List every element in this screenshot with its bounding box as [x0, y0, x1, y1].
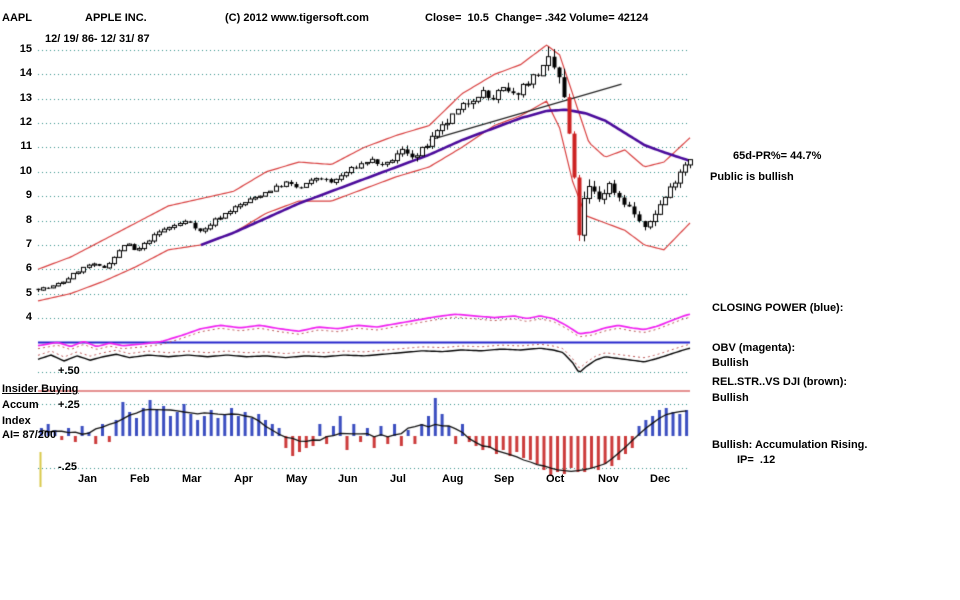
month-label: Feb [130, 473, 150, 485]
month-label: Aug [442, 473, 464, 485]
obv-label: OBV (magenta): [712, 342, 796, 354]
price-tick-label: 11 [20, 140, 32, 152]
insider-buying-label: Insider Buying [2, 383, 79, 395]
price-tick-label: 14 [19, 67, 32, 79]
obv-status: Bullish [712, 357, 749, 369]
month-label: Jan [78, 473, 97, 485]
scale-plus-50: +.50 [58, 365, 80, 377]
price-tick-label: 6 [25, 262, 32, 274]
month-label: May [286, 473, 308, 485]
price-tick-label: 9 [25, 189, 32, 201]
company-name: APPLE INC. [85, 12, 147, 24]
public-sentiment-label: Public is bullish [710, 171, 794, 183]
price-tick-label: 4 [25, 311, 32, 323]
month-label: Jun [338, 473, 358, 485]
scale-plus-25: +.25 [58, 399, 80, 411]
month-label: Oct [546, 473, 565, 485]
month-label: Apr [234, 473, 253, 485]
price-tick-label: 13 [19, 92, 32, 104]
ip-value-label: IP= .12 [737, 454, 776, 466]
month-label: Nov [598, 473, 619, 485]
index-label: Index [2, 415, 31, 427]
closing-power-label: CLOSING POWER (blue): [712, 302, 844, 314]
month-label: Dec [650, 473, 671, 485]
pr-percent-label: 65d-PR%= 44.7% [733, 150, 822, 162]
price-tick-label: 10 [19, 165, 32, 177]
accumulation-note: Bullish: Accumulation Rising. [712, 439, 868, 451]
month-label: Mar [182, 473, 202, 485]
quote-stats: Close= 10.5 Change= .342 Volume= 42124 [425, 12, 649, 24]
month-label: Sep [494, 473, 515, 485]
ticker-symbol: AAPL [2, 12, 32, 24]
price-tick-label: 8 [25, 214, 32, 226]
price-tick-label: 7 [25, 238, 32, 250]
relstr-label: REL.STR..VS DJI (brown): [712, 376, 848, 388]
month-label: Jul [390, 473, 406, 485]
accum-label: Accum [2, 399, 39, 411]
copyright-text: (C) 2012 www.tigersoft.com [225, 12, 369, 24]
price-tick-label: 15 [19, 43, 32, 55]
price-tick-label: 5 [25, 287, 32, 299]
ai-ratio-label: AI= 87/200 [2, 429, 57, 441]
price-tick-label: 12 [19, 116, 32, 128]
relstr-status: Bullish [712, 392, 749, 404]
date-range-label: 12/ 19/ 86- 12/ 31/ 87 [45, 33, 150, 45]
scale-minus-25: -.25 [58, 461, 77, 473]
